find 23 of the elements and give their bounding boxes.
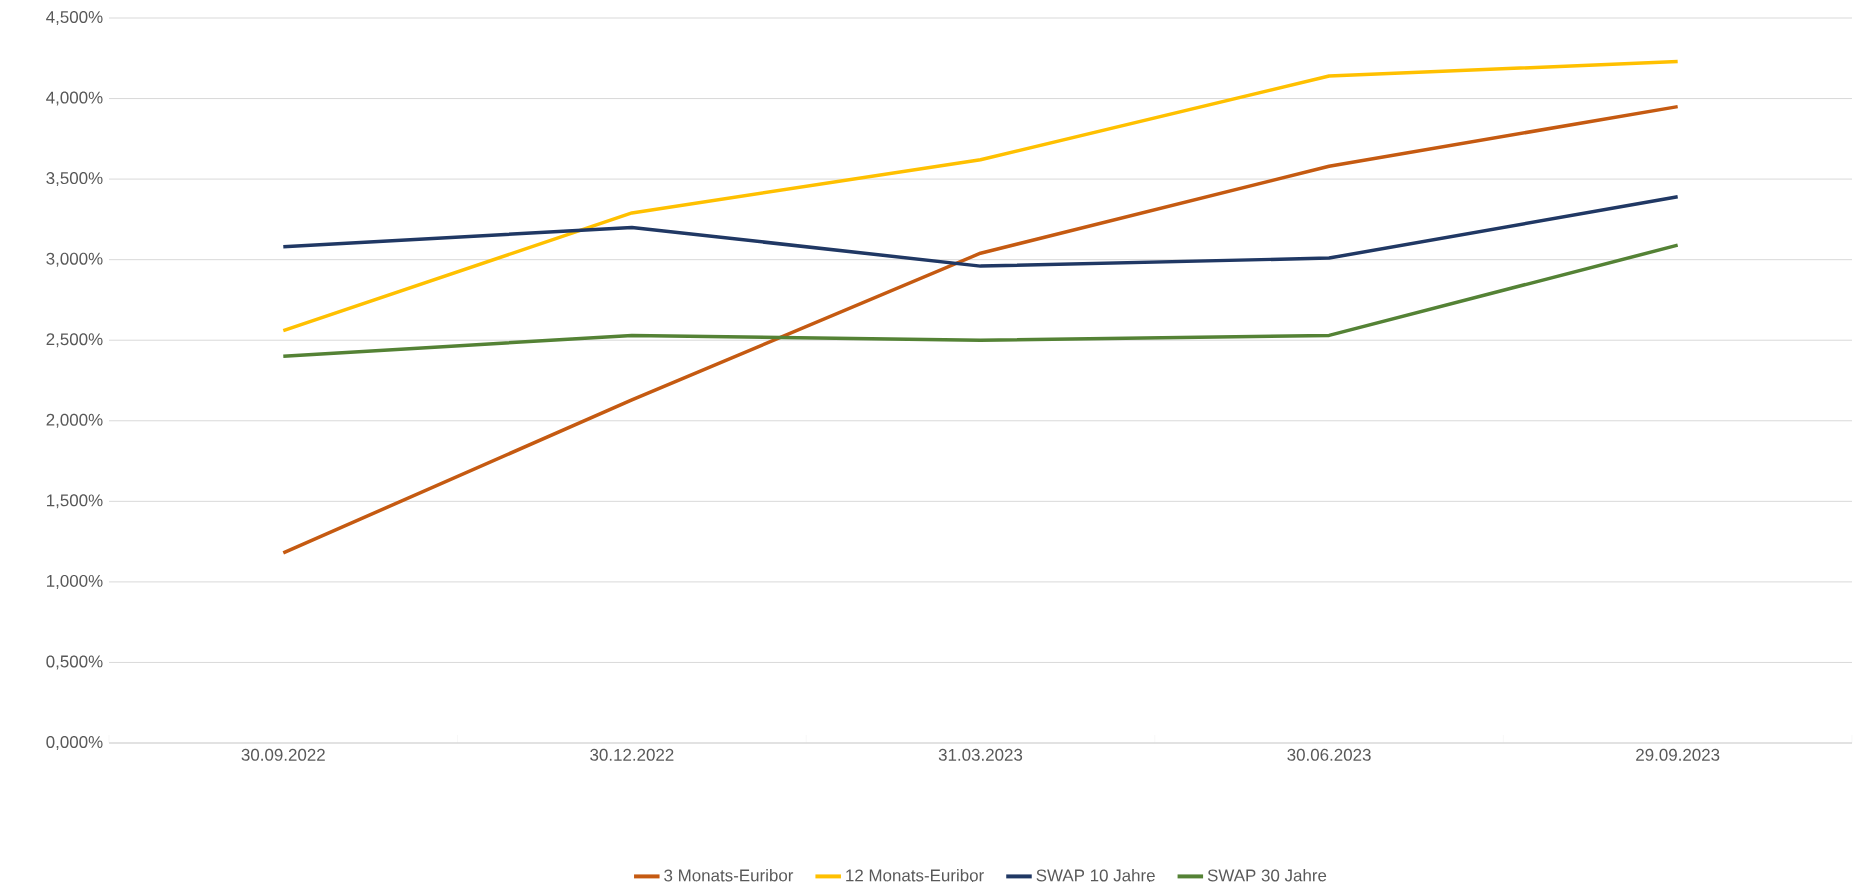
y-tick-label: 0,500%	[46, 655, 103, 670]
x-tick-label: 30.09.2022	[241, 748, 325, 761]
line-series	[281, 59, 1680, 333]
y-tick-label: 1,500%	[47, 494, 103, 509]
x-tick-label: 29.09.2023	[1636, 748, 1720, 761]
line-series	[281, 195, 1680, 268]
x-tick-label: 30.06.2023	[1287, 748, 1371, 761]
line-series	[281, 104, 1680, 555]
y-tick-label: 3,500%	[46, 172, 103, 187]
x-tick-label: 31.03.2023	[938, 748, 1023, 761]
x-tick-label: 30.12.2022	[590, 748, 674, 761]
y-tick-label: 0,000%	[46, 736, 103, 751]
legend-label: 3 Monats-Euribor	[664, 869, 794, 882]
y-tick-label: 2,500%	[46, 333, 103, 348]
y-tick-label: 4,500%	[46, 11, 103, 26]
y-tick-label: 1,000%	[47, 574, 103, 589]
legend-label: SWAP 10 Jahre	[1036, 869, 1155, 882]
legend-label: 12 Monats-Euribor	[846, 869, 984, 882]
y-tick-label: 4,000%	[46, 91, 103, 106]
y-tick-label: 3,000%	[46, 252, 103, 267]
y-tick-label: 2,000%	[46, 413, 103, 428]
line-series	[281, 243, 1680, 359]
legend-label: SWAP 30 Jahre	[1207, 869, 1327, 882]
